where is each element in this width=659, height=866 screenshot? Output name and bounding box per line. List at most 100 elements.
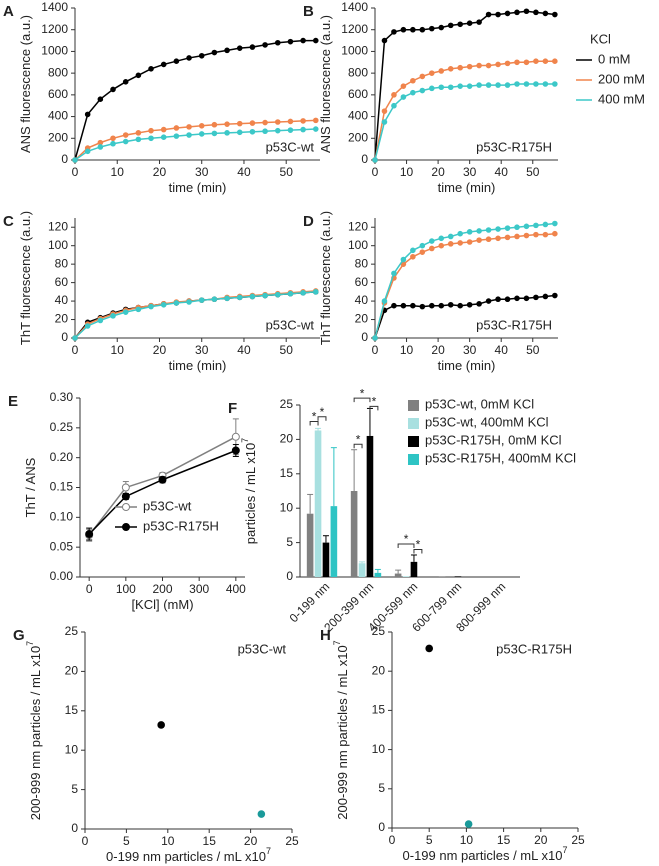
significance-label: * bbox=[372, 395, 377, 409]
point bbox=[300, 126, 306, 133]
y-tick-label: 0 bbox=[286, 569, 293, 583]
point bbox=[97, 144, 104, 150]
point bbox=[122, 132, 129, 138]
xlabel-text: [KCl] (mM) bbox=[131, 597, 193, 612]
point bbox=[542, 10, 549, 17]
point bbox=[495, 11, 501, 18]
legend-label: p53C-wt, 0mM KCl bbox=[425, 396, 534, 411]
point bbox=[110, 140, 116, 147]
point bbox=[381, 108, 388, 114]
point bbox=[72, 157, 78, 163]
point bbox=[236, 120, 243, 127]
point bbox=[122, 138, 129, 145]
ylabel-label: ThT fluorescence (a.u.) bbox=[318, 211, 333, 345]
point bbox=[158, 475, 167, 484]
x-tick-label: 100 bbox=[116, 582, 136, 596]
point bbox=[85, 530, 94, 539]
significance-bracket bbox=[317, 416, 327, 421]
point bbox=[135, 136, 142, 143]
point bbox=[457, 230, 463, 237]
x-tick-label: 5 bbox=[123, 834, 130, 848]
legend-title: KCl bbox=[590, 31, 611, 46]
ylabel-text: particles / mL x10 bbox=[243, 443, 258, 544]
y-tick-label: 1400 bbox=[41, 0, 68, 14]
x-tick-label: 10 bbox=[400, 165, 414, 179]
significance-bracket bbox=[397, 543, 415, 548]
point bbox=[552, 58, 558, 65]
xlabel-label: 0-199 nm particles / mL x107 bbox=[106, 846, 271, 864]
xlabel-label: time (min) bbox=[169, 180, 227, 195]
bar bbox=[358, 563, 366, 577]
point bbox=[523, 295, 530, 302]
point bbox=[419, 73, 426, 80]
legend-marker bbox=[122, 523, 130, 531]
y-tick-label: 60 bbox=[55, 275, 69, 289]
legend-label: 400 mM bbox=[598, 91, 645, 106]
point bbox=[523, 223, 530, 230]
point bbox=[400, 83, 407, 89]
y-tick-label: 1200 bbox=[341, 22, 368, 36]
legend-label: 200 mM bbox=[598, 71, 645, 86]
point bbox=[287, 118, 294, 125]
bar bbox=[306, 513, 314, 577]
point bbox=[135, 72, 142, 79]
point bbox=[552, 11, 558, 18]
point bbox=[274, 291, 281, 298]
y-tick-label: 5 bbox=[378, 781, 385, 795]
bar bbox=[454, 576, 462, 577]
point bbox=[447, 241, 454, 247]
bar bbox=[438, 576, 446, 577]
point bbox=[381, 298, 388, 304]
point bbox=[457, 21, 463, 28]
x-tick-label: 40 bbox=[495, 165, 509, 179]
x-tick-label: 50 bbox=[526, 343, 540, 357]
point bbox=[211, 296, 218, 303]
point bbox=[97, 317, 104, 324]
point bbox=[428, 238, 435, 244]
y-tick-label: 80 bbox=[55, 256, 69, 270]
point bbox=[186, 124, 192, 130]
x-tick-label: 25 bbox=[571, 833, 585, 847]
ylabel-power: 7 bbox=[240, 438, 250, 443]
y-tick-label: 0.20 bbox=[50, 450, 74, 464]
point bbox=[249, 44, 256, 50]
bar bbox=[374, 572, 382, 577]
significance-label: * bbox=[404, 532, 409, 546]
point bbox=[173, 133, 180, 139]
point bbox=[476, 237, 482, 243]
x-tick-label: 200 bbox=[152, 582, 172, 596]
y-tick-label: 100 bbox=[348, 238, 368, 252]
point bbox=[533, 231, 539, 238]
legend-label: 0 mM bbox=[598, 51, 631, 66]
y-tick-label: 1000 bbox=[341, 44, 368, 58]
x-tick-label: 0 bbox=[72, 165, 79, 179]
point bbox=[198, 52, 205, 59]
y-tick-label: 800 bbox=[348, 65, 368, 79]
point bbox=[428, 25, 435, 32]
x-tick-label: 50 bbox=[280, 165, 294, 179]
point bbox=[476, 19, 482, 25]
point bbox=[262, 42, 268, 48]
ylabel-label: 200-999 nm particles / mL x107 bbox=[332, 640, 350, 819]
significance-label: * bbox=[360, 386, 365, 400]
y-tick-label: 120 bbox=[348, 219, 368, 233]
point bbox=[552, 220, 558, 227]
x-tick-label: 20 bbox=[431, 343, 445, 357]
point bbox=[148, 303, 154, 310]
y-tick-label: 20 bbox=[280, 432, 294, 446]
x-tick-label: 0 bbox=[86, 582, 93, 596]
point bbox=[552, 292, 558, 299]
point bbox=[523, 232, 530, 239]
point bbox=[274, 39, 281, 46]
x-tick-label: 0-199 nm bbox=[287, 579, 333, 625]
point bbox=[485, 11, 492, 18]
point bbox=[466, 20, 473, 27]
point bbox=[224, 121, 230, 127]
y-tick-label: 0 bbox=[378, 820, 385, 834]
point bbox=[438, 235, 445, 242]
point bbox=[485, 82, 492, 88]
xlabel-label: 0-199 nm particles / mL x107 bbox=[403, 845, 568, 863]
x-tick-label: 10 bbox=[460, 833, 474, 847]
y-tick-label: 0.10 bbox=[50, 510, 74, 524]
